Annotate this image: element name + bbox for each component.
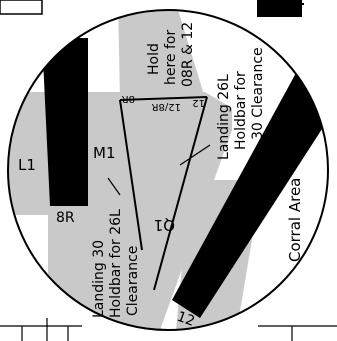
runway-8r [42,38,88,206]
runway-12 [172,62,328,318]
legend-box [0,0,43,15]
area-boundary [7,9,329,331]
landing26-line-3: 30 Clearance [250,47,266,140]
marker-8r: 8R [122,93,135,104]
marker-block-line [294,3,304,5]
hold-note: Hold here for 08R & 12 [146,22,196,87]
hold-line-1: Hold [146,43,162,75]
hold-line-2: here for [163,30,179,85]
marker-block [257,0,302,17]
hold-line-3: 08R & 12 [180,22,196,87]
marker-12: 12 [192,97,205,108]
landing30-note: Landing 30 Holdbar for 26L Clearance [91,209,141,318]
label-runway-12: 12 [175,309,197,330]
label-corral-area: Corral Area [286,178,304,262]
scale-bar-left [0,318,82,341]
landing26-line-2: Holdbar for [233,71,249,150]
landing30-line-1: Landing 30 [91,240,107,318]
callout-lines [107,144,211,196]
marker-12-8r: 12/8R [152,101,181,112]
label-runway-8r: 8R [56,210,75,226]
taxiway-lines [119,96,208,291]
landing26-line-1: Landing 26L [216,74,232,160]
label-l1: L1 [18,156,36,174]
label-q1: Q1 [154,216,175,234]
apron-cutout-left [8,215,48,330]
landing26-note: Landing 26L Holdbar for 30 Clearance [216,47,266,160]
landing30-line-2: Holdbar for 26L [108,209,124,318]
scale-bar-right [258,325,337,341]
label-m1: M1 [93,144,116,162]
landing30-line-3: Clearance [125,246,141,316]
